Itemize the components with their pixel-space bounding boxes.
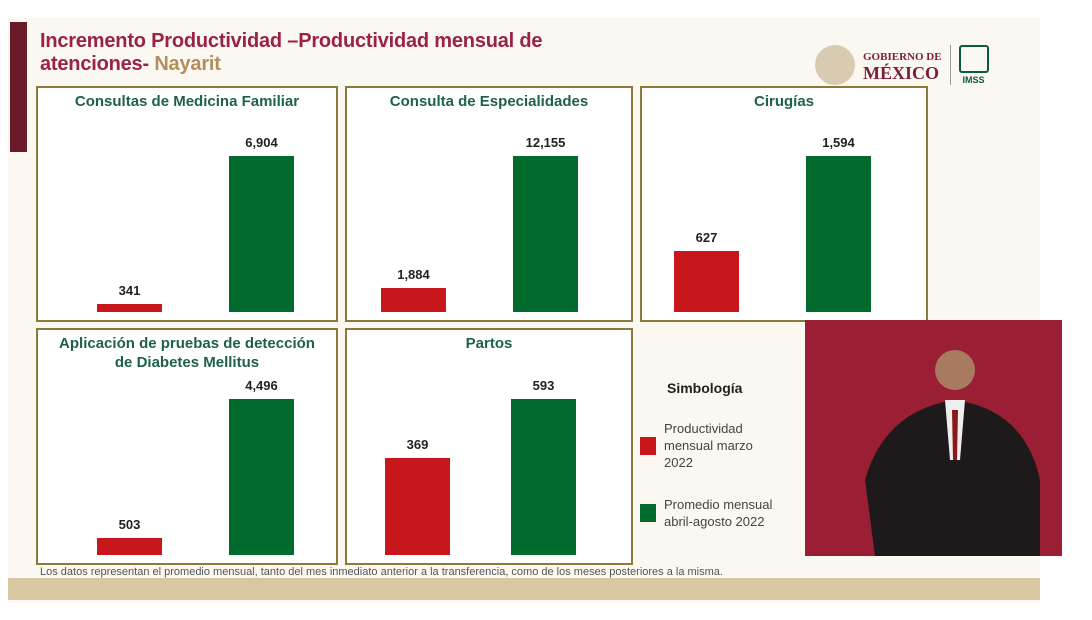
legend-swatch-red — [640, 436, 656, 455]
interpreter-figure — [865, 350, 1040, 556]
imss-logo: IMSS — [949, 45, 989, 85]
data-label: 12,155 — [525, 135, 566, 150]
data-label: 341 — [118, 283, 141, 299]
data-label: 369 — [406, 436, 429, 452]
legend-label: Productividad mensual marzo 2022 — [664, 421, 753, 470]
title-line1: Incremento Productividad –Productividad … — [40, 30, 543, 52]
legend-item-abril-agosto: Promedio mensual abril-agosto 2022 — [640, 496, 784, 530]
chart-title: Cirugías — [753, 93, 814, 110]
gobierno-logo: GOBIERNO DE MÉXICO IMSS — [815, 45, 989, 85]
gob-small: GOBIERNO DE — [863, 51, 942, 63]
gob-big: MÉXICO — [863, 63, 939, 83]
data-label: 593 — [532, 378, 555, 393]
footnote: Los datos representan el promedio mensua… — [40, 566, 723, 578]
data-label: 1,594 — [822, 135, 855, 150]
bar-abril-agosto — [229, 156, 294, 312]
sign-language-interpreter-video — [805, 320, 1062, 556]
seal-icon — [815, 45, 855, 85]
bar-marzo — [97, 537, 162, 555]
bar-abril-agosto — [513, 156, 578, 312]
bar-abril-agosto — [229, 399, 294, 555]
data-label: 4,496 — [245, 378, 278, 393]
legend-swatch-green — [640, 504, 656, 522]
bar-abril-agosto — [511, 399, 576, 555]
bar-marzo — [381, 287, 446, 312]
bar-marzo — [385, 457, 450, 555]
chart-panel: Cirugías 627 1,594 — [640, 86, 928, 322]
data-label: 1,884 — [397, 266, 430, 282]
legend-title: Simbología — [667, 380, 743, 396]
accent-bar — [10, 22, 27, 152]
title-line2: atenciones- — [40, 53, 149, 75]
footer-band — [8, 578, 1040, 600]
imss-text: IMSS — [962, 75, 985, 85]
chart-title: Partos — [465, 335, 513, 352]
page-title: Incremento Productividad –Productividad … — [40, 30, 543, 76]
title-region: Nayarit — [154, 53, 221, 75]
legend-item-marzo: Productividad mensual marzo 2022 — [640, 420, 784, 471]
chart-title: Aplicación de pruebas de detección de Di… — [59, 335, 315, 371]
chart-panel: Consultas de Medicina Familiar 341 6,904 — [36, 86, 338, 322]
bar-marzo — [674, 250, 739, 312]
legend-label: Promedio mensual abril-agosto 2022 — [664, 497, 773, 529]
data-label: 503 — [118, 516, 141, 532]
chart-title: Consulta de Especialidades — [389, 93, 589, 110]
bar-marzo — [97, 304, 162, 312]
chart-panel: Aplicación de pruebas de detección de Di… — [36, 328, 338, 565]
data-label: 6,904 — [245, 135, 278, 150]
chart-panel: Consulta de Especialidades 1,884 12,155 — [345, 86, 633, 322]
chart-panel: Partos 369 593 — [345, 328, 633, 565]
bar-abril-agosto — [806, 156, 871, 312]
chart-title: Consultas de Medicina Familiar — [74, 93, 300, 110]
data-label: 627 — [695, 229, 718, 245]
